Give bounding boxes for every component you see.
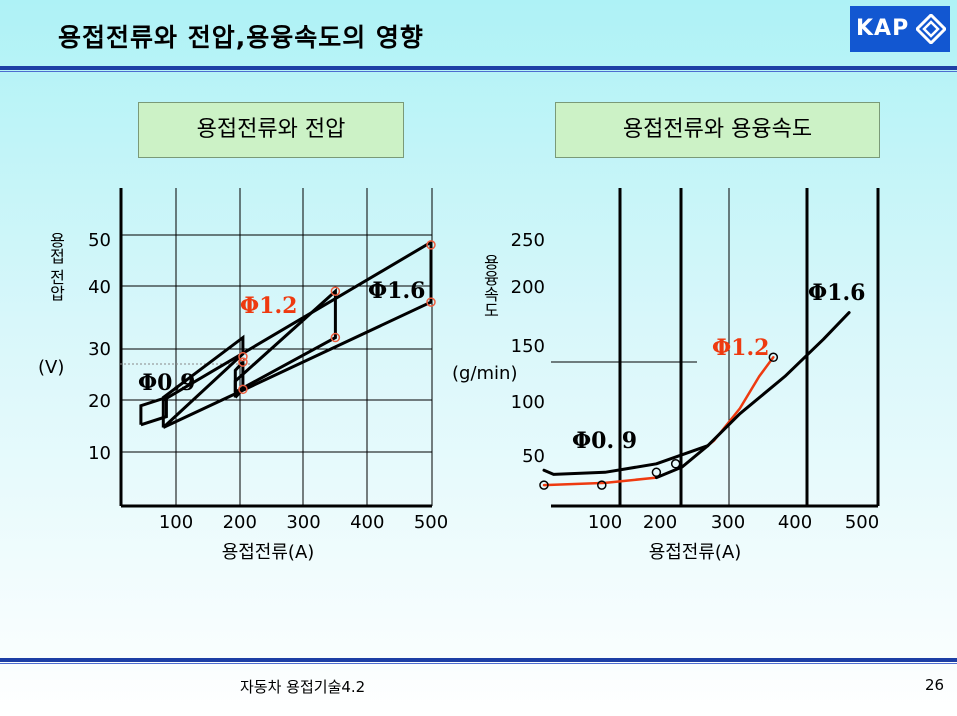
top-rule xyxy=(0,66,957,70)
x-axis-label: 용접전류(A) xyxy=(649,542,742,563)
y-tick-label: 50 xyxy=(522,446,545,467)
slide-title: 용접전류와 전압,용융속도의 영향 xyxy=(58,23,424,52)
data-marker xyxy=(330,332,341,343)
x-tick-label: 100 xyxy=(159,512,193,533)
data-marker xyxy=(238,384,248,395)
y-tick-label: 200 xyxy=(511,277,545,298)
x-tick-label: 400 xyxy=(778,512,812,533)
page-number: 26 xyxy=(925,676,945,694)
y-tick-label: 100 xyxy=(511,392,545,413)
y-axis-label: 용접 전압 xyxy=(47,232,66,301)
series-line xyxy=(654,311,851,480)
y-axis-unit: (g/min) xyxy=(452,363,517,384)
series-line xyxy=(542,356,775,487)
x-tick-label: 100 xyxy=(588,512,622,533)
data-marker xyxy=(651,467,662,478)
y-tick-label: 20 xyxy=(88,391,111,412)
data-marker xyxy=(238,357,248,367)
y-tick-label: 150 xyxy=(511,336,545,357)
diamond-icon xyxy=(916,14,946,44)
kap-logo: KAP xyxy=(850,6,950,52)
x-axis-label: 용접전류(A) xyxy=(222,542,315,563)
y-axis-label: 용융속도 xyxy=(481,254,500,318)
x-tick-label: 300 xyxy=(286,512,320,533)
series-label: Φ1.6 xyxy=(808,280,865,306)
series-label: Φ1.2 xyxy=(240,293,297,319)
data-marker xyxy=(238,351,248,362)
x-tick-label: 200 xyxy=(223,512,257,533)
x-tick-label: 500 xyxy=(414,512,448,533)
x-tick-label: 300 xyxy=(711,512,745,533)
data-marker xyxy=(670,459,681,469)
series-band xyxy=(162,239,433,429)
series-label: Φ0.9 xyxy=(138,370,195,396)
x-tick-label: 400 xyxy=(350,512,384,533)
y-tick-label: 30 xyxy=(88,339,111,360)
series-label: Φ0. 9 xyxy=(572,428,637,454)
y-axis-unit: (V) xyxy=(38,357,64,378)
data-marker xyxy=(426,240,436,250)
bottom-rule xyxy=(0,658,957,662)
chart-right-title: 용접전류와 용융속도 xyxy=(555,102,880,158)
series-band xyxy=(233,287,337,394)
logo-text: KAP xyxy=(856,16,910,41)
series-label: Φ1.2 xyxy=(712,335,769,361)
x-tick-label: 500 xyxy=(845,512,879,533)
data-marker xyxy=(768,352,779,363)
series-band xyxy=(161,334,245,429)
data-marker xyxy=(330,286,341,296)
series-line xyxy=(542,444,710,476)
data-marker xyxy=(426,297,436,307)
footer-text: 자동차 용접기술4.2 xyxy=(240,678,366,696)
top-rule-thin xyxy=(0,71,957,72)
chart-left-title: 용접전류와 전압 xyxy=(138,102,404,158)
y-tick-label: 250 xyxy=(511,230,545,251)
y-tick-label: 10 xyxy=(88,443,111,464)
x-tick-label: 200 xyxy=(643,512,677,533)
series-label: Φ1.6 xyxy=(368,278,425,304)
bottom-rule-thin xyxy=(0,663,957,664)
data-marker xyxy=(597,480,607,490)
data-marker xyxy=(539,480,549,490)
y-tick-label: 50 xyxy=(88,230,111,251)
y-tick-label: 40 xyxy=(88,277,111,298)
